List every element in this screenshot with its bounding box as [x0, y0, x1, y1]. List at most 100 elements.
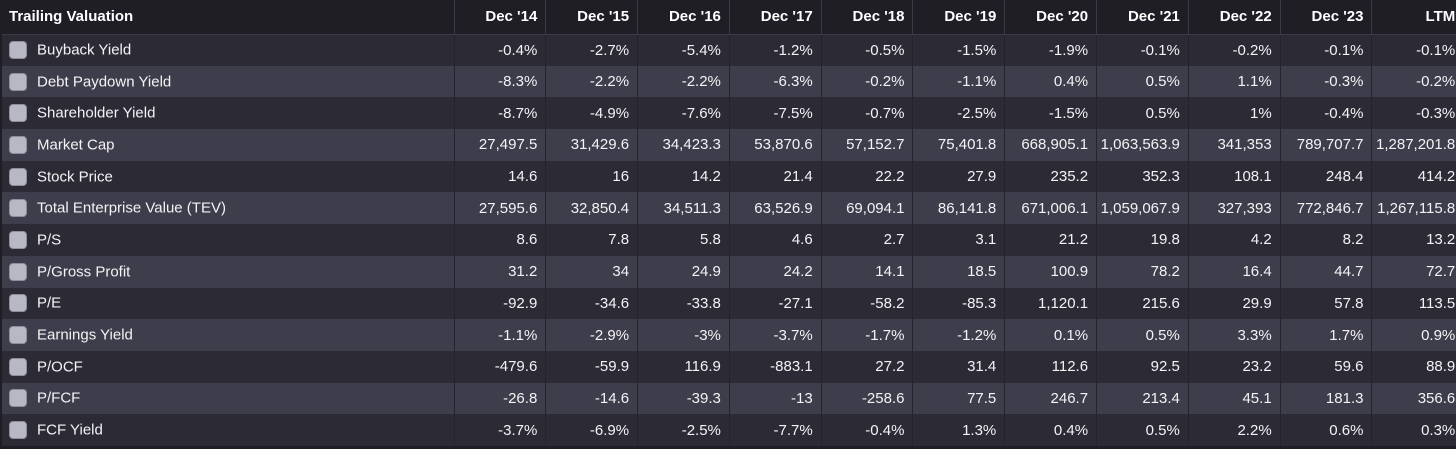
table-row: Shareholder Yield -8.7% -4.9% -7.6% -7.5% -0.…: [2, 97, 1456, 130]
value-cell: 31,429.6: [545, 129, 639, 161]
table-title[interactable]: Trailing Valuation: [2, 0, 455, 35]
value-cell: -0.7%: [821, 97, 914, 130]
value-cell: -479.6: [454, 350, 547, 383]
column-header[interactable]: Dec '16: [637, 0, 730, 35]
row-select-checkbox[interactable]: [9, 262, 27, 281]
row-select-checkbox[interactable]: [9, 389, 27, 408]
row-select-checkbox[interactable]: [9, 72, 27, 91]
row-select-checkbox[interactable]: [9, 421, 27, 440]
value-cell: 671,006.1: [1004, 192, 1098, 225]
value-cell: 34,511.3: [637, 192, 730, 225]
value-cell: 69,094.1: [821, 192, 914, 225]
value-cell: 57.8: [1280, 287, 1373, 320]
table-row: P/S 8.6 7.8 5.8 4.6 2.7 3.1 21.2 19.8 4.2 8.2 13.2: [2, 224, 1456, 256]
value-cell: 1,059,067.9: [1096, 192, 1189, 225]
row-select-checkbox[interactable]: [9, 104, 27, 123]
value-cell: -7.7%: [729, 414, 822, 446]
column-header[interactable]: Dec '21: [1096, 0, 1189, 35]
value-cell: 0.5%: [1096, 65, 1189, 98]
value-cell: -1.9%: [1004, 34, 1098, 66]
value-cell: -3.7%: [729, 319, 822, 351]
row-label: Total Enterprise Value (TEV): [37, 199, 226, 217]
value-cell: -2.5%: [637, 414, 730, 446]
value-cell: 181.3: [1280, 382, 1373, 415]
row-label: Debt Paydown Yield: [37, 73, 172, 91]
row-label: P/E: [37, 294, 62, 312]
value-cell: 0.4%: [1004, 65, 1098, 98]
row-label-cell: Shareholder Yield: [2, 97, 455, 130]
column-header[interactable]: Dec '19: [912, 0, 1006, 35]
value-cell: 21.4: [729, 160, 822, 193]
table-row: FCF Yield -3.7% -6.9% -2.5% -7.7% -0.4% 1.3% 0.…: [2, 414, 1456, 446]
value-cell: -0.2%: [1188, 34, 1281, 66]
value-cell: 0.1%: [1004, 319, 1098, 351]
value-cell: 1.3%: [912, 414, 1006, 446]
column-header[interactable]: Dec '20: [1004, 0, 1098, 35]
value-cell: -2.2%: [545, 65, 639, 98]
row-select-checkbox[interactable]: [9, 357, 27, 376]
value-cell: 24.2: [729, 255, 822, 288]
value-cell: 21.2: [1004, 224, 1098, 256]
row-select-checkbox[interactable]: [9, 294, 27, 313]
value-cell: 1%: [1188, 97, 1281, 130]
value-cell: -1.1%: [454, 319, 547, 351]
value-cell: 14.6: [454, 160, 547, 193]
value-cell: 23.2: [1188, 350, 1281, 383]
row-select-checkbox[interactable]: [9, 230, 27, 249]
column-header[interactable]: Dec '14: [454, 0, 547, 35]
value-cell: -2.7%: [545, 34, 639, 66]
value-cell: 112.6: [1004, 350, 1098, 383]
value-cell: -3%: [637, 319, 730, 351]
value-cell: 414.2: [1371, 160, 1456, 193]
row-label-cell: Buyback Yield: [2, 34, 455, 66]
row-select-checkbox[interactable]: [9, 199, 27, 218]
value-cell: -3.7%: [454, 414, 547, 446]
value-cell: -13: [729, 382, 822, 415]
row-select-checkbox[interactable]: [9, 167, 27, 186]
value-cell: -0.2%: [821, 65, 914, 98]
value-cell: 1,120.1: [1004, 287, 1098, 320]
value-cell: 31.4: [912, 350, 1006, 383]
value-cell: 34: [545, 255, 639, 288]
row-select-checkbox[interactable]: [9, 41, 27, 60]
value-cell: -4.9%: [545, 97, 639, 130]
value-cell: 2.2%: [1188, 414, 1281, 446]
value-cell: -2.2%: [637, 65, 730, 98]
value-cell: -1.7%: [821, 319, 914, 351]
value-cell: 668,905.1: [1004, 129, 1098, 161]
value-cell: -0.2%: [1371, 65, 1456, 98]
value-cell: 22.2: [821, 160, 914, 193]
value-cell: -0.1%: [1280, 34, 1373, 66]
value-cell: 86,141.8: [912, 192, 1006, 225]
table-header-row: Trailing Valuation Dec '14 Dec '15 Dec '…: [2, 0, 1456, 35]
value-cell: 235.2: [1004, 160, 1098, 193]
value-cell: 32,850.4: [545, 192, 639, 225]
column-header[interactable]: LTM: [1371, 0, 1456, 35]
value-cell: 1.1%: [1188, 65, 1281, 98]
value-cell: -27.1: [729, 287, 822, 320]
value-cell: 8.2: [1280, 224, 1373, 256]
column-header[interactable]: Dec '22: [1188, 0, 1281, 35]
value-cell: -8.3%: [454, 65, 547, 98]
value-cell: 5.8: [637, 224, 730, 256]
value-cell: 113.5: [1371, 287, 1456, 320]
column-header[interactable]: Dec '18: [821, 0, 914, 35]
value-cell: 13.2: [1371, 224, 1456, 256]
table-row: P/Gross Profit 31.2 34 24.9 24.2 14.1 18.5 100.…: [2, 255, 1456, 288]
row-select-checkbox[interactable]: [9, 135, 27, 154]
column-header[interactable]: Dec '23: [1280, 0, 1373, 35]
row-select-checkbox[interactable]: [9, 326, 27, 345]
value-cell: 18.5: [912, 255, 1006, 288]
value-cell: -26.8: [454, 382, 547, 415]
row-label-cell: Earnings Yield: [2, 319, 455, 351]
value-cell: 59.6: [1280, 350, 1373, 383]
column-header[interactable]: Dec '17: [729, 0, 822, 35]
column-header[interactable]: Dec '15: [545, 0, 639, 35]
value-cell: 24.9: [637, 255, 730, 288]
value-cell: 2.7: [821, 224, 914, 256]
row-label-cell: Debt Paydown Yield: [2, 65, 455, 98]
row-label-cell: Total Enterprise Value (TEV): [2, 192, 455, 225]
value-cell: 116.9: [637, 350, 730, 383]
